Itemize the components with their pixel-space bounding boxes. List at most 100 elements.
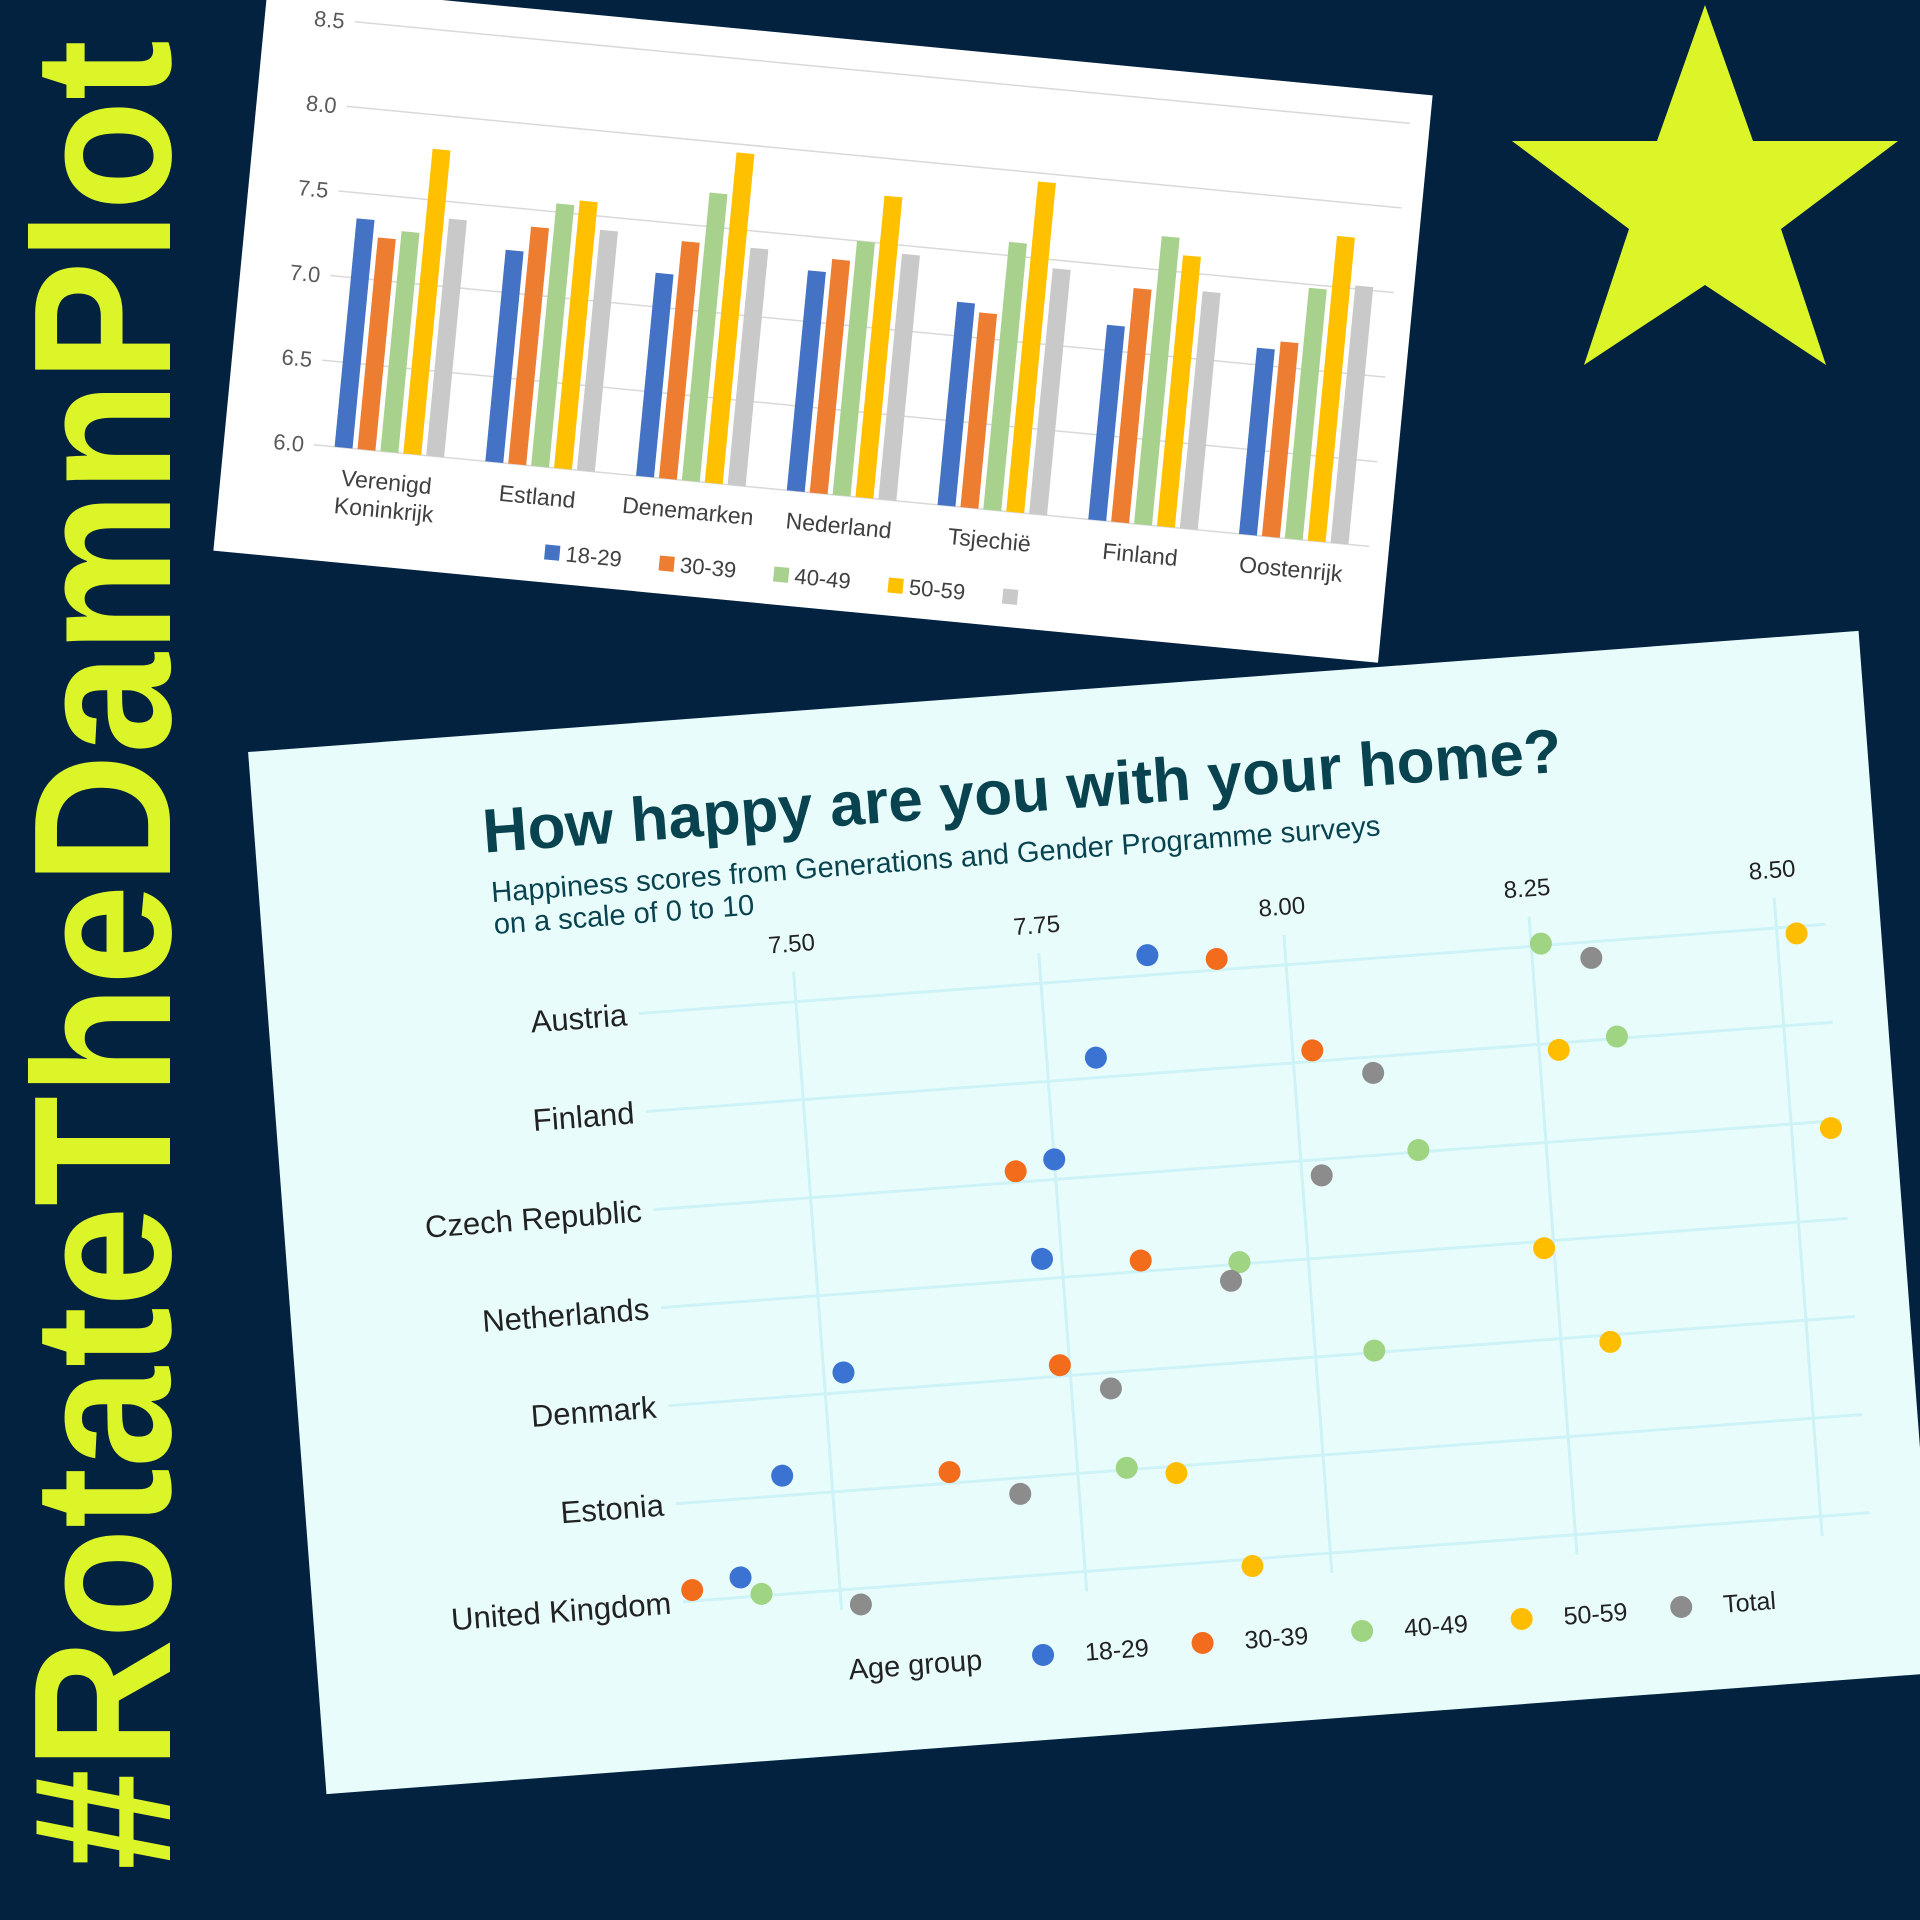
dot-point (1004, 1160, 1027, 1183)
dot-point (1580, 946, 1603, 969)
bar (809, 258, 851, 495)
dot-category-label: Estonia (559, 1488, 665, 1531)
dot-gridline-horizontal (660, 1216, 1848, 1310)
bar (1156, 255, 1201, 528)
bar-legend-swatch (544, 544, 561, 561)
bar (878, 253, 920, 501)
bar-category-label: Nederland (785, 507, 893, 543)
bar (832, 240, 875, 497)
bar (576, 229, 618, 472)
dot-category-label: Czech Republic (424, 1194, 643, 1245)
bar-y-tick-label: 8.0 (305, 91, 338, 119)
dot-point (771, 1464, 794, 1487)
bar (1179, 291, 1221, 530)
bar (681, 192, 728, 482)
legend-swatch (1670, 1595, 1693, 1618)
bar-gridline (346, 105, 1402, 209)
bar (357, 237, 396, 451)
bar (1330, 285, 1374, 545)
bar-legend-label: 50-59 (908, 575, 966, 605)
dot-plot-card: How happy are you with your home? Happin… (248, 630, 1920, 1795)
bar-y-tick-label: 6.0 (272, 429, 305, 457)
bar-chart-card: 6.0 6.5 7.0 7.5 8.0 8.5 VerenigdKoninkrijk Estl… (213, 0, 1433, 663)
dot-point (1043, 1148, 1066, 1171)
dot-point (1220, 1269, 1243, 1292)
dot-gridline-vertical (1037, 953, 1089, 1592)
bar-y-tick-label: 7.0 (289, 260, 322, 288)
bar-category-label: Oostenrijk (1238, 551, 1344, 587)
bar-y-tick-label: 6.5 (280, 344, 313, 372)
legend-label: 50-59 (1563, 1598, 1629, 1631)
dot-plot: How happy are you with your home? Happin… (424, 717, 1870, 1687)
bar-legend-swatch (658, 555, 675, 572)
hashtag-text: #RotateTheDamnPlot (0, 40, 212, 1870)
dot-x-tick-label: 8.50 (1748, 855, 1797, 885)
bar (636, 272, 674, 478)
bar-category-label: Denemarken (621, 492, 755, 531)
bar (531, 203, 575, 468)
dot-gridline-horizontal (638, 922, 1826, 1015)
dot-gridline-horizontal (646, 1020, 1833, 1114)
dot-category-label: Finland (532, 1095, 636, 1138)
dot-point (832, 1361, 855, 1384)
legend-swatch (1510, 1607, 1533, 1630)
star-icon (1512, 5, 1898, 365)
dot-gridline-horizontal (653, 1118, 1841, 1212)
bar (727, 247, 769, 487)
bar (1111, 288, 1152, 524)
dot-point (1129, 1249, 1152, 1272)
bar (334, 218, 375, 449)
dot-point (1533, 1237, 1556, 1260)
dot-point (1165, 1462, 1188, 1485)
dot-point (1031, 1247, 1054, 1270)
dot-point (1009, 1482, 1032, 1505)
dot-point (1241, 1555, 1264, 1578)
bar-legend-label: 18-29 (564, 541, 622, 571)
bar (1029, 268, 1071, 516)
dot-point (1599, 1330, 1622, 1353)
dot-x-tick-label: 8.00 (1258, 892, 1307, 922)
bar-category-label: VerenigdKoninkrijk (333, 464, 438, 527)
dot-gridline-horizontal (682, 1511, 1870, 1604)
dot-gridline-vertical (792, 971, 844, 1611)
dot-gridline-vertical (1282, 934, 1334, 1574)
legend-label: 40-49 (1403, 1610, 1469, 1643)
bar (508, 226, 549, 466)
dot-point (1785, 922, 1808, 945)
dot-point (1084, 1046, 1107, 1069)
bar-y-tick-label: 7.5 (297, 175, 330, 203)
dot-point (1099, 1377, 1122, 1400)
dot-point (1547, 1038, 1570, 1061)
dot-x-tick-label: 7.75 (1012, 911, 1061, 941)
dot-gridline-horizontal (668, 1314, 1856, 1408)
bar (704, 152, 755, 485)
legend-swatch (1351, 1619, 1374, 1642)
dot-point (1048, 1354, 1071, 1377)
bar (960, 312, 998, 509)
dot-point (1115, 1456, 1138, 1479)
bar (1006, 181, 1056, 514)
bar (1134, 236, 1180, 526)
dot-point (1136, 944, 1159, 967)
bar (485, 249, 524, 463)
dot-point (1301, 1039, 1324, 1062)
bar-y-tick-label: 8.5 (313, 6, 346, 34)
dot-category-label: Denmark (530, 1390, 659, 1434)
bar (1307, 235, 1355, 543)
dot-gridline-vertical (1527, 916, 1579, 1555)
bar-legend-swatch (887, 577, 904, 594)
dot-gridline-horizontal (675, 1413, 1863, 1506)
dot-point (849, 1593, 872, 1616)
legend-label: 18-29 (1084, 1634, 1150, 1667)
bar-category-label: Tsjechië (947, 523, 1032, 557)
legend-swatch (1032, 1643, 1055, 1666)
bar (1261, 341, 1299, 538)
bar-legend-swatch (773, 566, 790, 583)
dot-point (938, 1461, 961, 1484)
dot-category-label: United Kingdom (450, 1586, 673, 1637)
dot-point (681, 1579, 704, 1602)
legend-title: Age group (847, 1645, 983, 1687)
dot-point (750, 1582, 773, 1605)
dot-point (1407, 1139, 1430, 1162)
bar-category-label: Estland (498, 480, 577, 513)
